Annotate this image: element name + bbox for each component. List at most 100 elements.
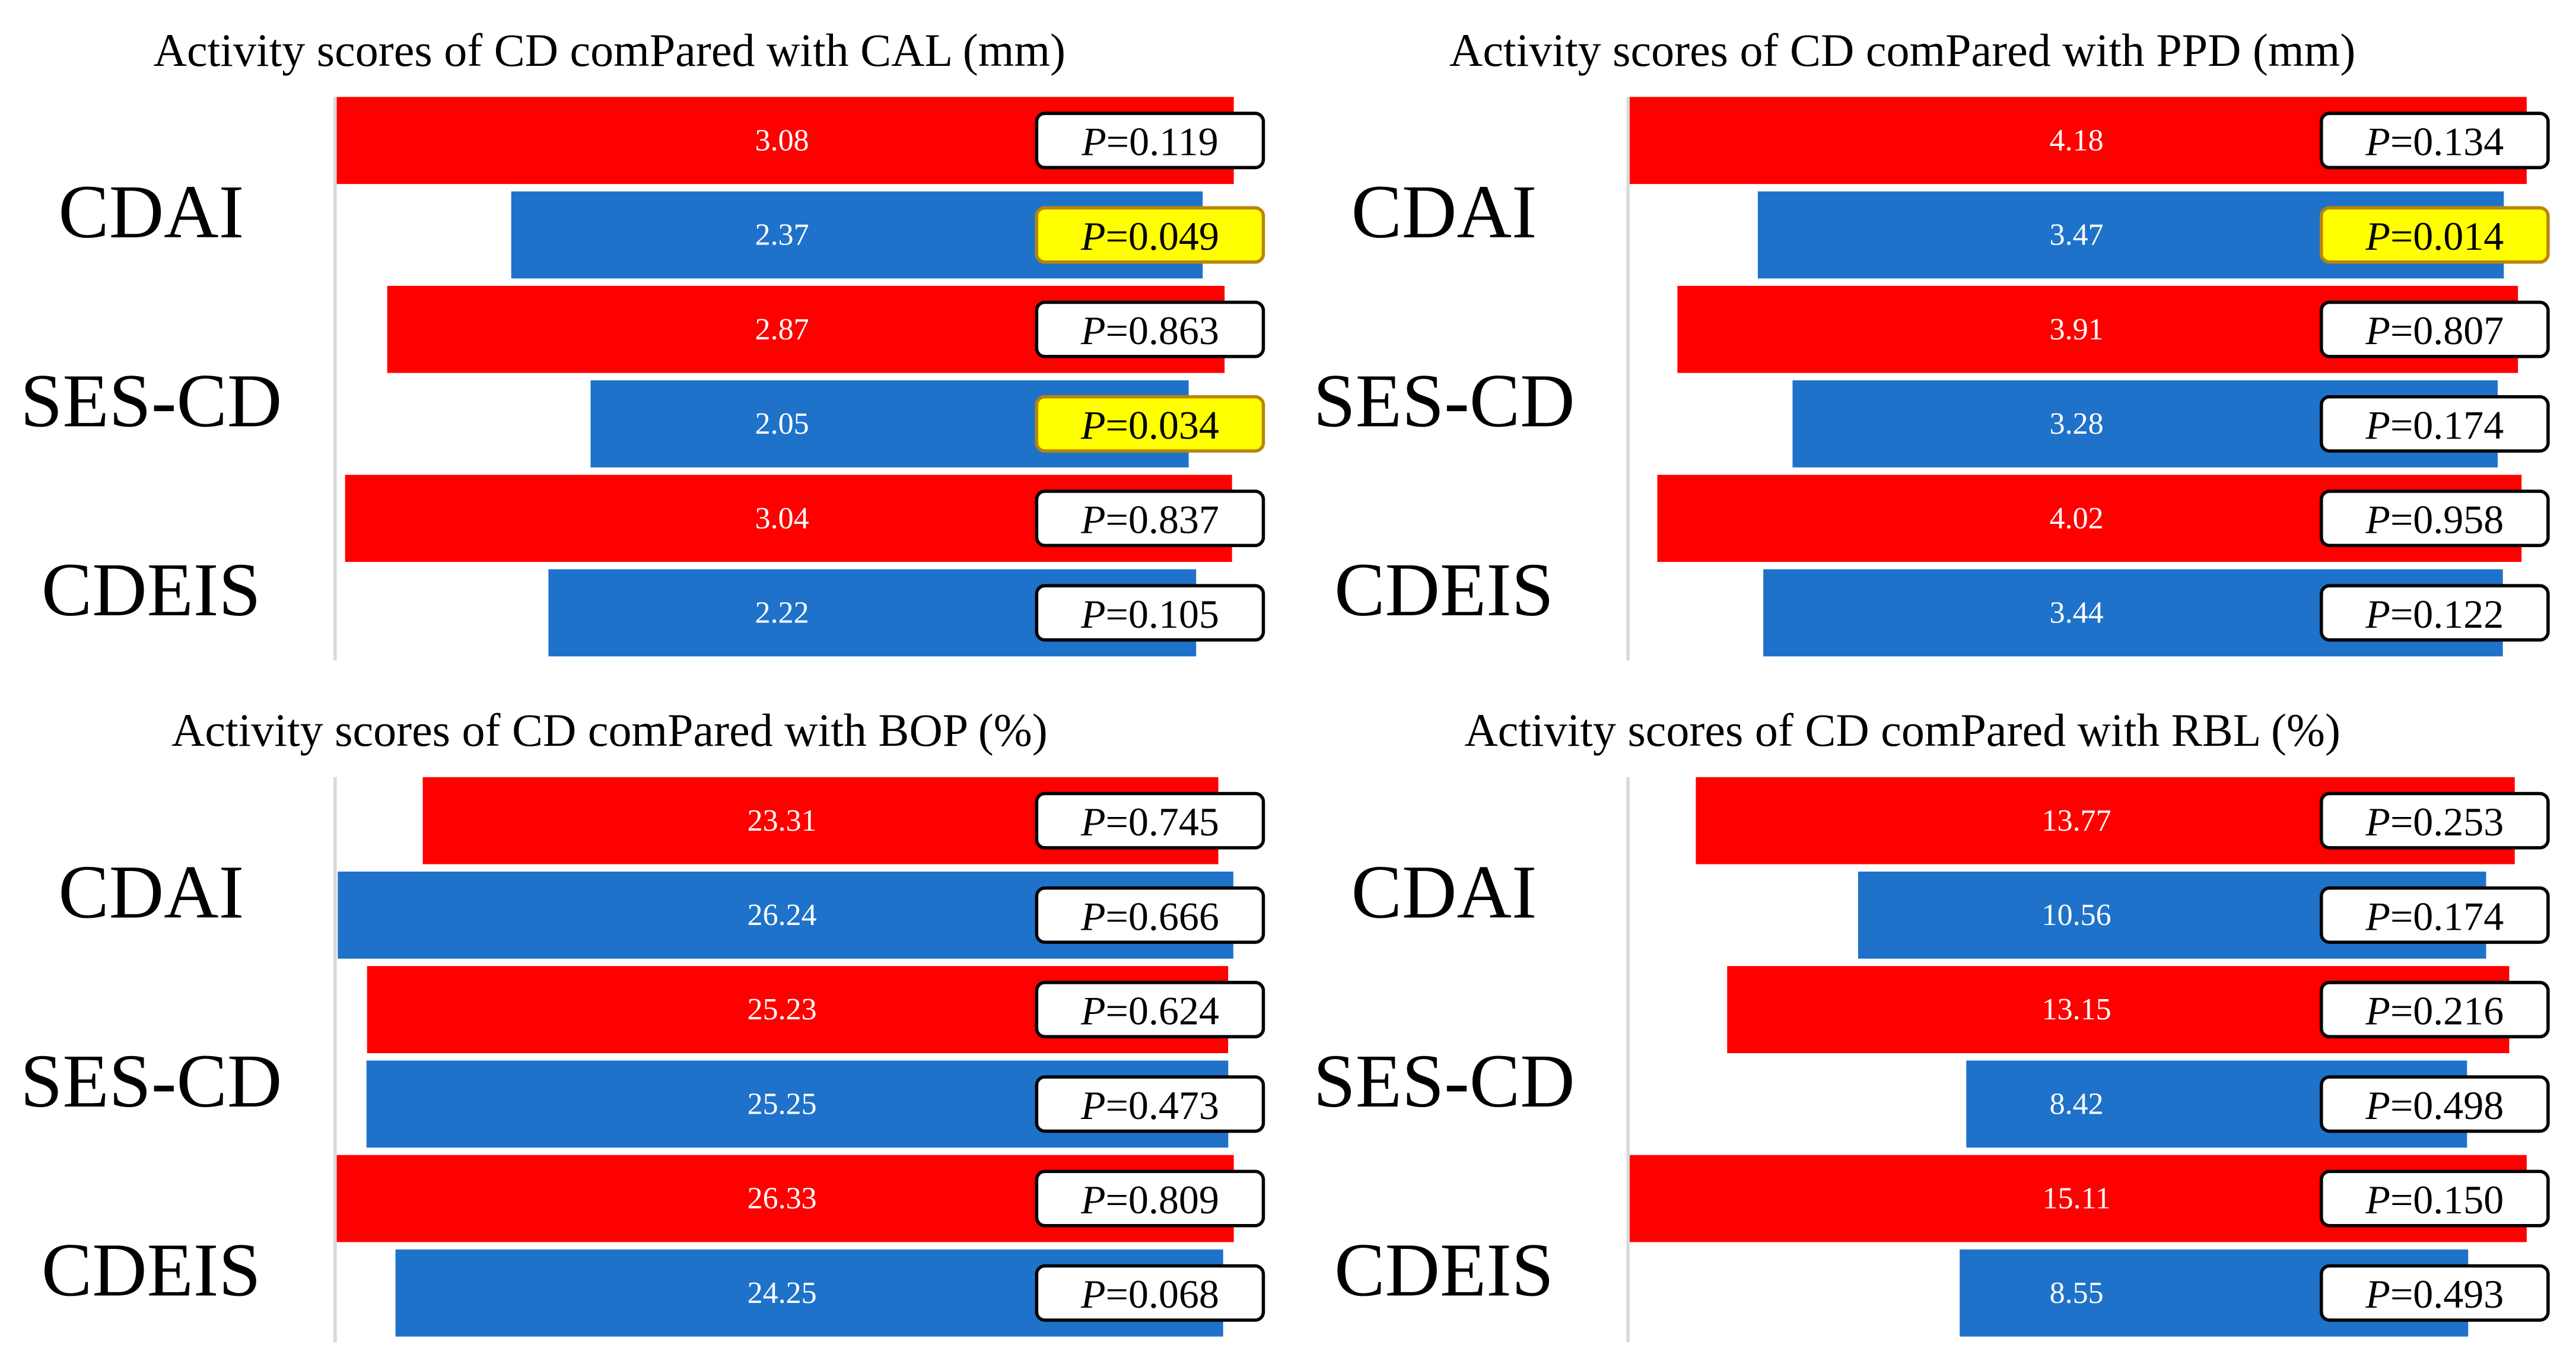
bar-value-label: 3.08 [755,123,809,157]
bar-value-label: 2.22 [755,596,809,630]
p-value-box [1035,395,1265,453]
bar-value-label: 25.23 [748,993,817,1026]
bar-value-label: 2.87 [755,313,809,346]
p-value-box [2320,981,2550,1039]
p-value-box [2320,489,2550,548]
chart-title: Activity scores of CD comPared with PPD … [1449,24,2355,76]
p-value-label: P=0.150 [2365,1177,2504,1222]
chart-panel-4: Activity scores of CD comPared with RBL … [1314,704,2550,1343]
p-value-box [2320,1264,2550,1322]
p-value-number: =0.150 [2390,1177,2504,1222]
p-value-label: P=0.253 [2365,799,2504,844]
chart-panel-3: Activity scores of CD comPared with BOP … [20,704,1265,1343]
p-value-number: =0.807 [2390,308,2504,353]
p-value-symbol: P [2365,988,2390,1034]
p-value-label: P=0.014 [2365,214,2504,259]
p-value-symbol: P [1080,402,1106,447]
bar-value-label: 2.37 [755,218,809,252]
p-value-symbol: P [1080,799,1106,844]
p-value-label: P=0.809 [1080,1177,1219,1222]
bar-value-label: 4.18 [2050,123,2104,157]
group-label-cdai: CDAI [58,850,244,934]
chart-panel-2: Activity scores of CD comPared with PPD … [1314,24,2550,661]
p-value-number: =0.034 [1105,402,1219,447]
p-value-box [1035,791,1265,850]
bar-value-label: 3.28 [2050,407,2104,441]
bar-value-label: 26.24 [748,898,817,932]
p-value-number: =0.068 [1105,1271,1219,1317]
group-label-ses-cd: SES-CD [1314,1039,1575,1123]
p-value-number: =0.105 [1105,592,1219,637]
p-value-box [2320,1075,2550,1133]
p-value-label: P=0.068 [1080,1271,1219,1317]
group-label-cdai: CDAI [58,170,244,254]
p-value-label: P=0.624 [1080,988,1219,1034]
bar-value-label: 3.44 [2050,596,2104,630]
p-value-label: P=0.666 [1080,894,1219,939]
group-label-cdai: CDAI [1351,850,1537,934]
p-value-number: =0.049 [1105,214,1219,259]
p-value-symbol: P [2365,1271,2390,1317]
p-value-label: P=0.837 [1080,497,1219,542]
p-value-symbol: P [1080,592,1106,637]
bar-value-label: 13.77 [2042,804,2111,838]
p-value-label: P=0.049 [1080,214,1219,259]
p-value-box [2320,886,2550,944]
group-label-cdeis: CDEIS [42,548,261,632]
p-value-number: =0.119 [1106,119,1219,164]
bar-value-label: 10.56 [2042,898,2111,932]
p-value-symbol: P [2365,799,2390,844]
p-value-label: P=0.119 [1081,119,1218,164]
p-value-label: P=0.863 [1080,308,1219,353]
p-value-label: P=0.105 [1080,592,1219,637]
p-value-number: =0.174 [2390,894,2504,939]
p-value-symbol: P [1080,497,1106,542]
chart-title: Activity scores of CD comPared with RBL … [1464,704,2340,756]
group-label-ses-cd: SES-CD [1314,359,1575,443]
p-value-symbol: P [1080,1271,1106,1317]
p-value-symbol: P [1080,1177,1106,1222]
p-value-label: P=0.034 [1080,402,1219,447]
p-value-box [1035,112,1265,170]
p-value-box [2320,395,2550,453]
p-value-symbol: P [2365,894,2390,939]
bar-value-label: 4.02 [2050,501,2104,535]
p-value-number: =0.122 [2390,592,2504,637]
p-value-number: =0.745 [1105,799,1219,844]
p-value-box [2320,300,2550,358]
bar-value-label: 2.05 [755,407,809,441]
group-label-cdeis: CDEIS [1334,1228,1554,1312]
p-value-box [2320,791,2550,850]
p-value-number: =0.216 [2390,988,2504,1034]
p-value-box [2320,1169,2550,1228]
bar-value-label: 26.33 [748,1182,817,1216]
p-value-symbol: P [2365,592,2390,637]
p-value-symbol: P [2365,497,2390,542]
p-value-symbol: P [2365,119,2390,164]
chart-title: Activity scores of CD comPared with CAL … [154,24,1066,76]
p-value-number: =0.837 [1105,497,1219,542]
p-value-symbol: P [1080,214,1106,259]
p-value-label: P=0.216 [2365,988,2504,1034]
p-value-label: P=0.807 [2365,308,2504,353]
chart-panel-1: Activity scores of CD comPared with CAL … [20,24,1265,661]
bar-value-label: 8.42 [2050,1087,2104,1121]
p-value-number: =0.958 [2390,497,2504,542]
p-value-symbol: P [2365,1083,2390,1128]
p-value-number: =0.014 [2390,214,2504,259]
p-value-symbol: P [1080,894,1106,939]
p-value-box [1035,489,1265,548]
p-value-box [1035,584,1265,642]
p-value-box [1035,1264,1265,1322]
bar-value-label: 15.11 [2043,1182,2111,1216]
p-value-symbol: P [2365,1177,2390,1222]
p-value-symbol: P [2365,402,2390,447]
group-label-ses-cd: SES-CD [20,359,282,443]
p-value-label: P=0.958 [2365,497,2504,542]
p-value-number: =0.493 [2390,1271,2504,1317]
p-value-box [1035,981,1265,1039]
p-value-label: P=0.122 [2365,592,2504,637]
group-label-cdai: CDAI [1351,170,1537,254]
p-value-number: =0.134 [2390,119,2504,164]
